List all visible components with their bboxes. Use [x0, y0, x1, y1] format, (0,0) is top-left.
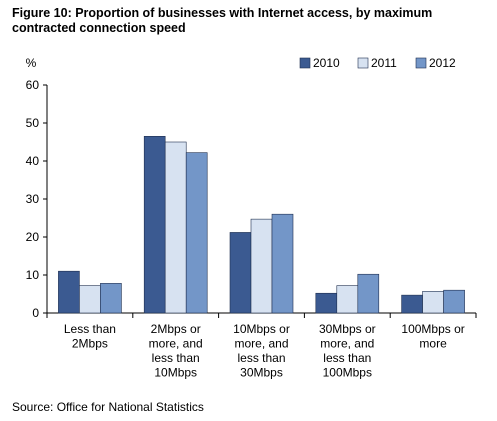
- y-tick-label: 50: [26, 116, 40, 130]
- legend-label-2012: 2012: [429, 56, 456, 70]
- y-tick-label: 60: [26, 78, 40, 92]
- legend-label-2010: 2010: [313, 56, 340, 70]
- legend-label-2011: 2011: [371, 56, 397, 70]
- bar-2011-2: [250, 218, 273, 314]
- y-tick-label: 10: [26, 268, 40, 282]
- x-category-label: less than: [237, 351, 285, 365]
- source-note: Source: Office for National Statistics: [12, 400, 204, 414]
- y-axis-label: %: [26, 56, 37, 70]
- legend-swatch-2010: [299, 57, 311, 69]
- bar-2010-3: [315, 292, 338, 314]
- x-category-label: 30Mbps: [240, 366, 283, 380]
- bar-2010-4: [401, 294, 423, 314]
- x-category-label: more: [419, 337, 447, 351]
- bar-2010-0: [58, 270, 80, 314]
- x-category-label: 2Mbps or: [151, 322, 201, 336]
- bar-2011-4: [422, 291, 444, 314]
- bar-2011-1: [164, 141, 187, 314]
- x-category-label: more, and: [149, 337, 203, 351]
- bar-2012-4: [443, 289, 465, 314]
- x-category-label: less than: [152, 351, 200, 365]
- bar-2012-0: [100, 283, 122, 314]
- x-category-label: 2Mbps: [72, 337, 108, 351]
- x-category-label: more, and: [320, 337, 374, 351]
- x-category-label: 100Mbps or: [401, 322, 464, 336]
- y-tick-label: 20: [26, 230, 40, 244]
- legend-swatch-2011: [357, 57, 369, 69]
- x-category-label: 30Mbps or: [319, 322, 376, 336]
- bar-2010-1: [143, 136, 166, 314]
- x-category-label: 10Mbps or: [233, 322, 290, 336]
- bar-2012-1: [185, 152, 208, 314]
- legend-swatch-2012: [415, 57, 427, 69]
- x-category-label: Less than: [64, 322, 116, 336]
- bar-2011-3: [336, 285, 359, 314]
- x-category-label: 100Mbps: [323, 366, 372, 380]
- bar-2010-2: [229, 232, 252, 314]
- y-tick-label: 30: [26, 192, 40, 206]
- chart-title: Figure 10: Proportion of businesses with…: [12, 6, 433, 35]
- bar-2012-3: [357, 273, 380, 314]
- x-category-label: more, and: [234, 337, 288, 351]
- y-tick-label: 40: [26, 154, 40, 168]
- y-tick-label: 0: [32, 306, 39, 320]
- x-category-label: less than: [323, 351, 371, 365]
- x-category-label: 10Mbps: [154, 366, 197, 380]
- bar-2012-2: [271, 213, 294, 314]
- bar-2011-0: [79, 285, 101, 314]
